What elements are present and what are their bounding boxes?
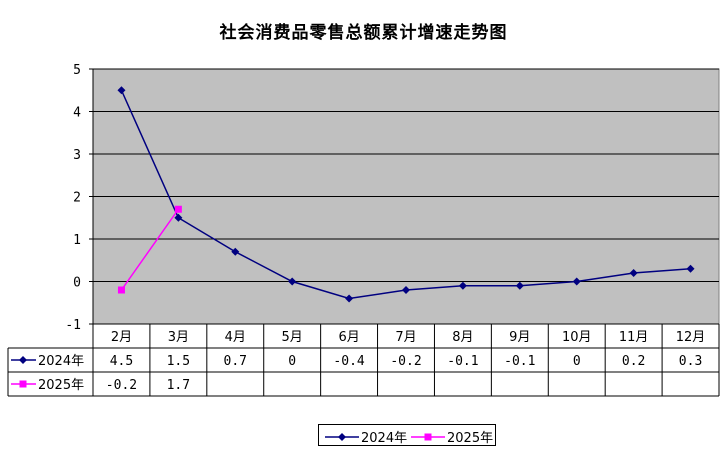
table-series-label: 2024年	[38, 354, 84, 369]
table-cell-value: 1.5	[167, 354, 190, 369]
legend-line-2024-icon	[325, 433, 359, 441]
x-tick-label: 7月	[395, 330, 416, 345]
table-cell-value: 0	[288, 354, 296, 369]
data-point	[288, 277, 297, 286]
table-cell-value: 0	[573, 354, 581, 369]
x-tick-label: 4月	[225, 330, 246, 345]
table-series-marker	[19, 356, 27, 364]
x-tick-label: 12月	[676, 330, 706, 345]
legend-line-2025-icon	[411, 433, 445, 441]
table-cell-value: 0.2	[622, 354, 645, 369]
table-cell-value: 0.7	[224, 354, 247, 369]
x-tick-label: 8月	[452, 330, 473, 345]
x-tick-label: 2月	[111, 330, 132, 345]
data-point	[629, 269, 638, 277]
table-cell-value: 1.7	[167, 378, 190, 393]
y-tick-label: 0	[73, 276, 81, 291]
table-cell-value: -0.2	[106, 378, 137, 393]
chart-legend: 2024年 2025年	[318, 424, 496, 446]
table-cell-value: -0.4	[333, 354, 364, 369]
x-tick-label: 3月	[168, 330, 189, 345]
data-point	[458, 281, 467, 290]
table-series-marker	[19, 380, 27, 388]
x-tick-label: 11月	[619, 330, 649, 345]
y-tick-label: 1	[73, 233, 81, 248]
data-point	[686, 264, 695, 273]
legend-label-2024: 2024年	[361, 431, 408, 446]
x-tick-label: 5月	[282, 330, 303, 345]
y-tick-label: 3	[73, 148, 81, 163]
data-point	[117, 86, 126, 95]
table-cell-value: 0.3	[679, 354, 702, 369]
x-tick-label: 10月	[562, 330, 592, 345]
table-cell-value: 4.5	[110, 354, 133, 369]
y-tick-label: 2	[73, 191, 81, 206]
table-cell-value: -0.1	[447, 354, 478, 369]
chart-title: 社会消费品零售总额累计增速走势图	[219, 23, 508, 43]
data-point	[572, 277, 581, 286]
data-point	[515, 281, 524, 290]
series-line-1	[120, 208, 179, 291]
table-series-label: 2025年	[38, 378, 84, 393]
y-tick-label: -1	[65, 318, 81, 333]
x-tick-label: 6月	[338, 330, 359, 345]
data-point	[231, 247, 240, 256]
table-cell-value: -0.1	[504, 354, 535, 369]
x-tick-label: 9月	[509, 330, 530, 345]
data-point	[117, 286, 125, 294]
data-point	[402, 286, 410, 294]
legend-label-2025: 2025年	[447, 431, 494, 446]
data-point	[174, 213, 183, 222]
y-tick-label: 4	[73, 106, 81, 121]
table-cell-value: -0.2	[390, 354, 421, 369]
data-point	[174, 205, 182, 213]
data-point	[345, 294, 354, 303]
y-tick-label: 5	[73, 63, 81, 78]
